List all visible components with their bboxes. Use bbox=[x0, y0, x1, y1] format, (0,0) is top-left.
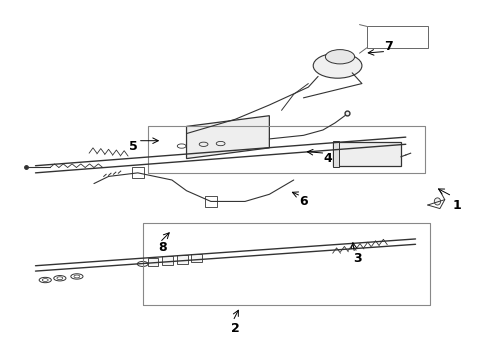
Bar bbox=[162, 256, 173, 265]
Bar bbox=[177, 255, 188, 264]
Text: 4: 4 bbox=[323, 152, 332, 165]
Polygon shape bbox=[367, 26, 428, 48]
Text: 7: 7 bbox=[384, 40, 393, 53]
Ellipse shape bbox=[434, 198, 441, 205]
Bar bbox=[333, 143, 401, 166]
Ellipse shape bbox=[325, 50, 355, 64]
Bar bbox=[147, 258, 158, 266]
Text: 1: 1 bbox=[453, 198, 461, 212]
Text: 3: 3 bbox=[353, 252, 361, 265]
Text: 8: 8 bbox=[158, 241, 167, 255]
Bar bbox=[205, 196, 217, 207]
Bar bbox=[132, 167, 144, 178]
Text: 2: 2 bbox=[231, 322, 240, 335]
Text: 6: 6 bbox=[299, 195, 308, 208]
Polygon shape bbox=[187, 116, 270, 158]
Text: 5: 5 bbox=[128, 140, 137, 153]
Ellipse shape bbox=[313, 53, 362, 78]
Bar bbox=[333, 141, 339, 167]
Bar bbox=[192, 253, 202, 262]
